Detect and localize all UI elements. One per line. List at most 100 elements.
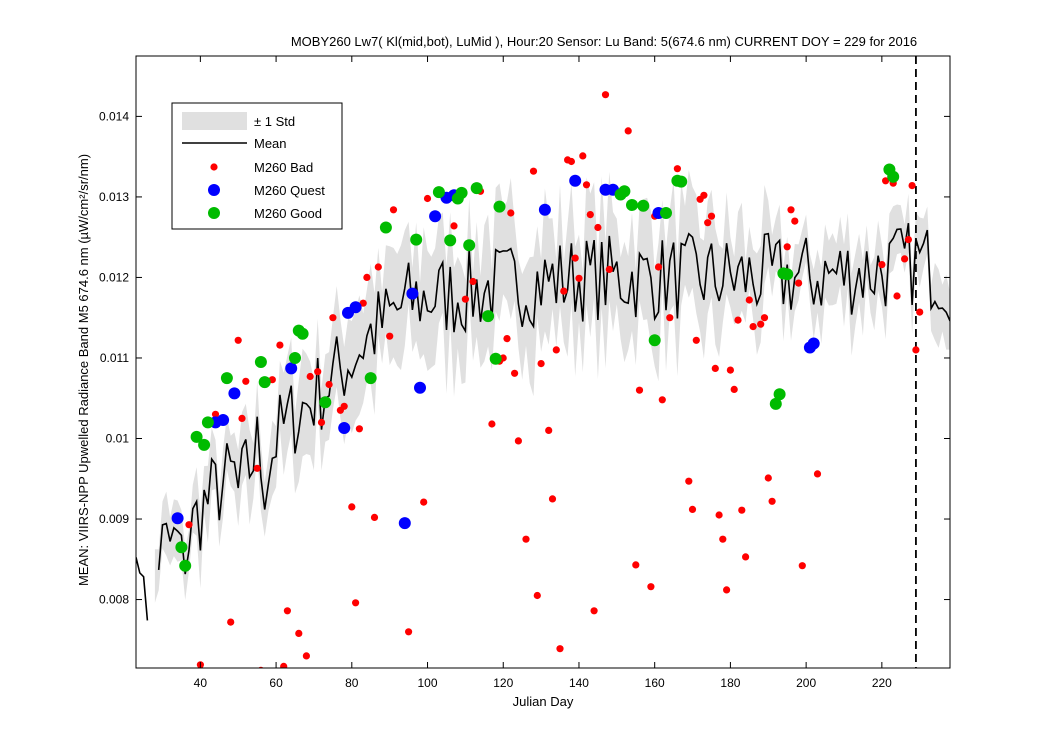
bad-point bbox=[586, 211, 594, 219]
legend: ± 1 Std Mean M260 Bad M260 Quest M260 Good bbox=[171, 102, 343, 230]
bad-point bbox=[745, 296, 753, 304]
bad-point bbox=[734, 316, 742, 324]
bad-point bbox=[560, 287, 568, 295]
good-point bbox=[289, 352, 301, 364]
bad-point bbox=[548, 495, 557, 503]
good-point bbox=[773, 388, 786, 401]
bad-point bbox=[488, 420, 496, 428]
bad-point bbox=[635, 386, 644, 394]
good-point bbox=[179, 559, 192, 572]
good-point bbox=[296, 327, 309, 340]
chart-title: MOBY260 Lw7( Kl(mid,bot), LuMid ), Hour:… bbox=[291, 34, 917, 49]
bad-point bbox=[514, 437, 523, 445]
good-point bbox=[493, 200, 506, 213]
good-point bbox=[379, 221, 392, 234]
bad-point bbox=[688, 505, 697, 513]
axes: 40 60 80 100 120 140 160 180 200 220 0.008 0.009 0.0… bbox=[99, 55, 951, 690]
bad-point bbox=[904, 236, 913, 244]
bad-point bbox=[355, 425, 363, 433]
bad-point bbox=[654, 263, 663, 271]
bad-point bbox=[715, 511, 723, 519]
bad-point bbox=[325, 380, 333, 389]
bad-point bbox=[704, 219, 712, 227]
bad-point bbox=[507, 209, 515, 217]
good-point bbox=[660, 207, 672, 219]
quest-point bbox=[338, 422, 351, 434]
bad-point bbox=[878, 261, 886, 269]
bad-point bbox=[537, 360, 545, 368]
bad-point bbox=[253, 464, 261, 472]
bad-point bbox=[795, 279, 803, 287]
bad-point bbox=[787, 206, 795, 214]
bad-point bbox=[605, 265, 613, 273]
good-point bbox=[432, 186, 445, 199]
std-band bbox=[154, 170, 950, 603]
x-tick-label: 160 bbox=[645, 676, 665, 690]
bad-point bbox=[529, 167, 538, 175]
bad-point bbox=[314, 368, 322, 376]
quest-point bbox=[228, 387, 241, 400]
y-tick-label: 0.011 bbox=[100, 351, 129, 365]
bad-point bbox=[283, 607, 291, 615]
good-point bbox=[489, 352, 502, 365]
mean-line bbox=[136, 222, 950, 621]
bad-point bbox=[757, 320, 765, 328]
bad-point bbox=[317, 418, 326, 426]
axes-frame bbox=[135, 55, 951, 669]
x-tick-label: 100 bbox=[418, 676, 438, 690]
bad-point bbox=[726, 366, 735, 374]
bad-point bbox=[590, 607, 598, 615]
bad-point bbox=[893, 292, 901, 300]
good-point bbox=[444, 234, 457, 247]
good-point bbox=[618, 185, 631, 198]
plot-clip-group bbox=[136, 56, 950, 668]
legend-bad-marker bbox=[210, 163, 218, 171]
bad-point bbox=[813, 470, 822, 478]
good-point bbox=[455, 186, 468, 199]
quest-point bbox=[285, 362, 298, 375]
quest-point bbox=[171, 512, 184, 525]
y-tick-label: 0.013 bbox=[99, 190, 129, 204]
bad-point bbox=[575, 274, 583, 282]
bad-point bbox=[211, 410, 220, 418]
bad-point bbox=[545, 426, 553, 434]
good-point bbox=[254, 356, 267, 368]
bad-point bbox=[738, 506, 746, 514]
bad-point bbox=[916, 308, 924, 316]
legend-label-bad: M260 Bad bbox=[254, 160, 313, 175]
x-tick-label: 140 bbox=[569, 676, 589, 690]
good-point bbox=[470, 182, 483, 195]
bad-point bbox=[798, 562, 806, 570]
good-point bbox=[201, 416, 214, 429]
bad-point bbox=[692, 336, 700, 344]
bad-point bbox=[882, 177, 890, 185]
bad-point bbox=[510, 369, 519, 377]
bad-point bbox=[302, 652, 310, 660]
good-point bbox=[781, 268, 794, 281]
bad-point bbox=[461, 295, 469, 303]
good-point bbox=[190, 430, 203, 443]
series-quest bbox=[171, 174, 820, 530]
bad-point bbox=[329, 314, 337, 322]
bad-point bbox=[374, 263, 382, 271]
bad-point bbox=[582, 181, 591, 189]
legend-label-mean: Mean bbox=[254, 136, 287, 151]
quest-point bbox=[538, 203, 551, 216]
legend-label-good: M260 Good bbox=[254, 206, 322, 221]
bad-point bbox=[632, 561, 640, 569]
bad-point bbox=[469, 277, 477, 286]
bad-point bbox=[370, 513, 379, 522]
bad-point bbox=[594, 223, 602, 232]
bad-point bbox=[386, 332, 394, 340]
bad-point bbox=[280, 662, 288, 668]
bad-point bbox=[768, 497, 776, 505]
legend-quest-marker bbox=[208, 184, 220, 196]
bad-point bbox=[503, 335, 511, 343]
legend-std-swatch bbox=[182, 112, 247, 130]
bad-point bbox=[685, 477, 693, 485]
quest-point bbox=[406, 287, 419, 300]
bad-point bbox=[359, 299, 367, 307]
good-point bbox=[675, 175, 688, 188]
